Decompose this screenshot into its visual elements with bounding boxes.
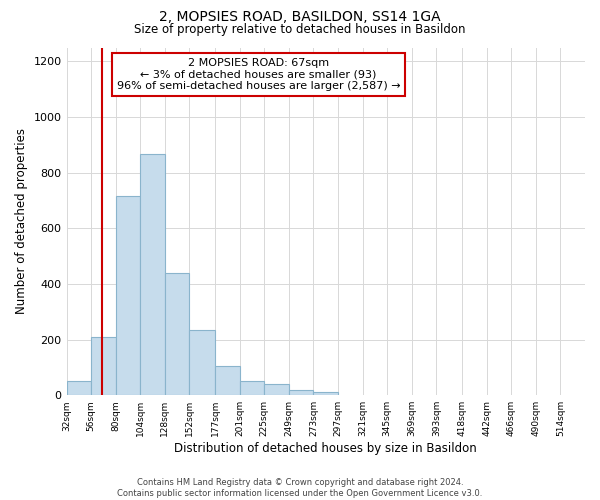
X-axis label: Distribution of detached houses by size in Basildon: Distribution of detached houses by size … [175, 442, 477, 455]
Text: Contains HM Land Registry data © Crown copyright and database right 2024.
Contai: Contains HM Land Registry data © Crown c… [118, 478, 482, 498]
Text: 2, MOPSIES ROAD, BASILDON, SS14 1GA: 2, MOPSIES ROAD, BASILDON, SS14 1GA [159, 10, 441, 24]
Bar [264, 384, 289, 395]
Text: 2 MOPSIES ROAD: 67sqm
← 3% of detached houses are smaller (93)
96% of semi-detac: 2 MOPSIES ROAD: 67sqm ← 3% of detached h… [116, 58, 400, 91]
Bar [313, 392, 338, 395]
Bar [140, 154, 165, 395]
Bar [116, 196, 140, 395]
Bar [190, 330, 215, 395]
Bar [240, 382, 264, 395]
Bar [165, 273, 190, 395]
Bar [67, 382, 91, 395]
Bar [91, 337, 116, 395]
Bar [215, 366, 240, 395]
Y-axis label: Number of detached properties: Number of detached properties [15, 128, 28, 314]
Bar [289, 390, 313, 395]
Text: Size of property relative to detached houses in Basildon: Size of property relative to detached ho… [134, 22, 466, 36]
